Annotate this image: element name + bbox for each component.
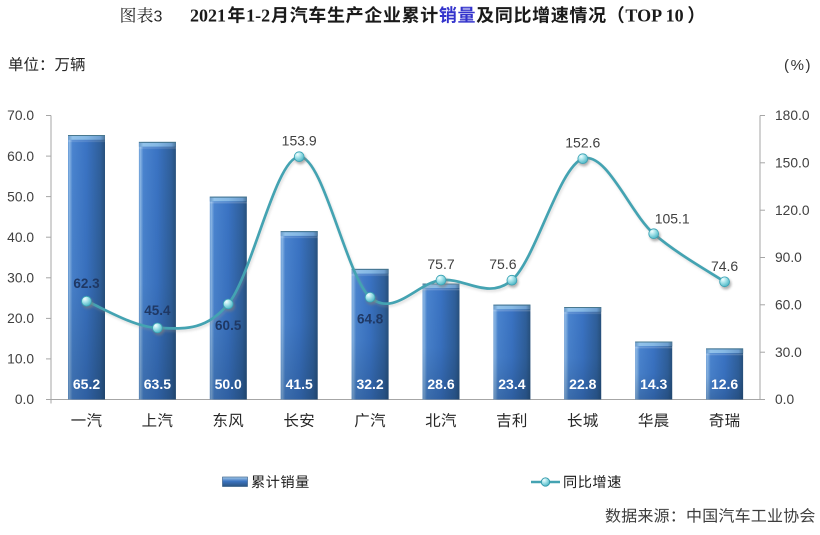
svg-text:64.8: 64.8 — [357, 311, 384, 326]
svg-text:40.0: 40.0 — [7, 230, 34, 245]
svg-text:2021: 2021 — [190, 6, 226, 26]
svg-text:150.0: 150.0 — [775, 156, 810, 171]
svg-text:0.0: 0.0 — [15, 392, 35, 407]
svg-text:1-2: 1-2 — [246, 6, 270, 26]
svg-text:32.2: 32.2 — [356, 376, 383, 392]
svg-text:28.6: 28.6 — [427, 376, 454, 392]
svg-text:74.6: 74.6 — [711, 258, 738, 274]
svg-text:12.6: 12.6 — [711, 376, 738, 392]
svg-text:23.4: 23.4 — [498, 376, 525, 392]
svg-text:TOP 10: TOP 10 — [625, 6, 683, 26]
svg-text:0.0: 0.0 — [775, 392, 795, 407]
svg-text:(%): (%) — [784, 57, 812, 74]
svg-text:153.9: 153.9 — [282, 133, 317, 149]
svg-text:60.0: 60.0 — [775, 298, 802, 313]
svg-text:60.5: 60.5 — [215, 318, 242, 333]
svg-text:62.3: 62.3 — [73, 276, 100, 291]
svg-text:10.0: 10.0 — [7, 352, 34, 367]
svg-text:105.1: 105.1 — [655, 211, 690, 227]
svg-text:63.5: 63.5 — [144, 376, 171, 392]
svg-text:22.8: 22.8 — [569, 376, 596, 392]
svg-text:50.0: 50.0 — [7, 189, 34, 204]
svg-text:30.0: 30.0 — [7, 271, 34, 286]
svg-text:3: 3 — [154, 9, 163, 26]
svg-text:120.0: 120.0 — [775, 203, 810, 218]
svg-text:65.2: 65.2 — [73, 376, 100, 392]
svg-text:45.4: 45.4 — [144, 303, 171, 318]
svg-text:30.0: 30.0 — [775, 345, 802, 360]
svg-text:20.0: 20.0 — [7, 311, 34, 326]
svg-text:75.6: 75.6 — [489, 256, 516, 272]
svg-text:14.3: 14.3 — [640, 376, 667, 392]
svg-text:70.0: 70.0 — [7, 108, 34, 123]
svg-text:60.0: 60.0 — [7, 149, 34, 164]
svg-text:75.7: 75.7 — [427, 256, 454, 272]
svg-text:41.5: 41.5 — [286, 376, 313, 392]
svg-text:90.0: 90.0 — [775, 250, 802, 265]
svg-text:180.0: 180.0 — [775, 108, 810, 123]
svg-text:50.0: 50.0 — [215, 376, 242, 392]
svg-text:152.6: 152.6 — [565, 135, 600, 151]
